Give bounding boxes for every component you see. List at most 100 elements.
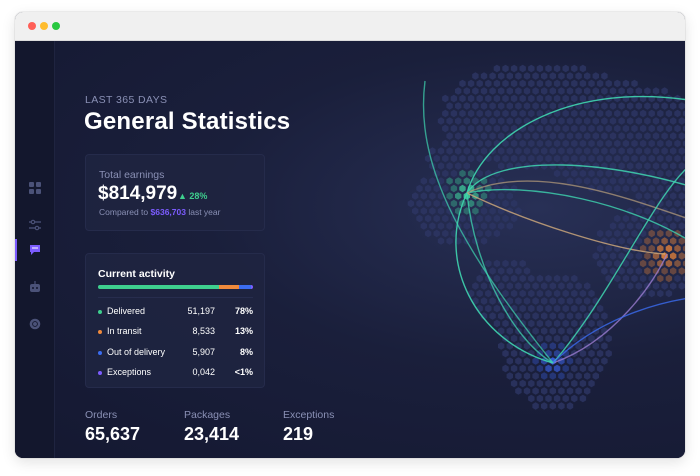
map-hex <box>446 177 453 185</box>
globe-icon[interactable] <box>29 318 41 330</box>
sliders-icon[interactable] <box>29 219 41 231</box>
map-hex <box>562 109 569 118</box>
map-hex <box>450 124 458 133</box>
map-hex <box>575 132 582 140</box>
activity-row-out-of-delivery: Out of delivery 5,907 8% <box>98 347 253 361</box>
map-hex <box>614 94 621 103</box>
map-hex <box>553 124 561 133</box>
map-hex <box>541 372 548 380</box>
map-hex <box>670 237 677 245</box>
map-hex <box>631 274 638 283</box>
map-hex <box>549 87 556 95</box>
map-hex <box>618 102 625 110</box>
map-hex <box>614 154 621 163</box>
map-hex <box>532 357 539 365</box>
map-hex <box>571 139 578 148</box>
map-hex <box>519 109 526 118</box>
map-hex <box>605 184 612 193</box>
map-hex <box>515 372 522 380</box>
map-hex <box>558 372 565 380</box>
map-hex <box>528 364 535 373</box>
map-hex <box>605 109 612 118</box>
map-hex <box>506 327 513 335</box>
map-hex <box>515 282 522 290</box>
robot-icon[interactable] <box>29 281 41 293</box>
map-hex <box>665 244 673 253</box>
map-hex <box>622 124 630 133</box>
chat-icon[interactable] <box>29 244 41 256</box>
map-hex <box>541 402 548 410</box>
map-hex <box>562 124 569 133</box>
map-hex <box>575 297 582 305</box>
map-hex <box>437 222 445 230</box>
map-hex <box>528 319 535 328</box>
map-hex <box>627 162 634 170</box>
map-hex <box>678 222 685 230</box>
route-arcs <box>422 80 685 364</box>
map-hex <box>523 72 531 80</box>
map-hex <box>635 102 642 110</box>
maximize-window-button[interactable] <box>52 22 60 30</box>
map-hex <box>412 192 419 200</box>
map-hex <box>549 72 556 80</box>
map-hex <box>429 177 436 185</box>
map-hex <box>618 162 625 170</box>
map-hex <box>596 319 604 328</box>
map-hex <box>545 154 552 163</box>
map-hex <box>450 169 458 178</box>
minimize-window-button[interactable] <box>40 22 48 30</box>
map-hex <box>601 117 608 125</box>
map-hex <box>532 147 539 155</box>
compare-prefix: Compared to <box>99 207 149 217</box>
map-hex <box>635 147 642 155</box>
map-hex <box>416 184 423 193</box>
map-hex <box>493 229 501 238</box>
map-hex <box>584 132 591 140</box>
status-dot <box>98 371 102 375</box>
map-hex <box>549 327 556 335</box>
map-hex <box>566 162 574 170</box>
activity-row-in-transit: In transit 8,533 13% <box>98 326 253 340</box>
map-hex <box>510 289 518 298</box>
map-hex <box>510 139 518 148</box>
map-hex <box>437 147 445 155</box>
map-hex <box>609 267 617 275</box>
map-hex <box>489 132 496 140</box>
map-hex <box>506 162 513 170</box>
map-hex <box>609 132 617 140</box>
map-hex <box>515 102 522 110</box>
map-hex <box>476 199 483 208</box>
map-hex <box>510 274 518 283</box>
map-hex <box>553 64 561 73</box>
map-hex <box>510 334 518 343</box>
map-hex <box>480 237 488 245</box>
map-hex <box>528 109 535 118</box>
map-hex <box>442 139 449 148</box>
map-hex <box>463 222 470 230</box>
map-hex <box>665 289 673 298</box>
grid-icon[interactable] <box>29 182 41 194</box>
map-hex <box>596 364 604 373</box>
map-hex <box>652 177 660 185</box>
map-hex <box>678 147 685 155</box>
map-hex <box>592 342 599 350</box>
map-hex <box>605 124 612 133</box>
map-hex <box>424 214 432 223</box>
route-arc <box>466 164 685 194</box>
map-hex <box>562 304 569 313</box>
close-window-button[interactable] <box>28 22 36 30</box>
map-hex <box>515 297 522 305</box>
map-hex <box>558 297 565 305</box>
map-hex <box>498 282 505 290</box>
map-hex <box>575 372 582 380</box>
map-hex <box>562 289 569 298</box>
map-hex <box>429 192 436 200</box>
map-hex <box>424 199 432 208</box>
map-hex <box>678 117 685 125</box>
map-hex <box>657 244 664 253</box>
map-hex <box>528 304 535 313</box>
map-hex <box>493 79 501 88</box>
map-hex <box>592 72 599 80</box>
activity-bar-segment <box>239 285 251 289</box>
map-hex <box>558 342 565 350</box>
